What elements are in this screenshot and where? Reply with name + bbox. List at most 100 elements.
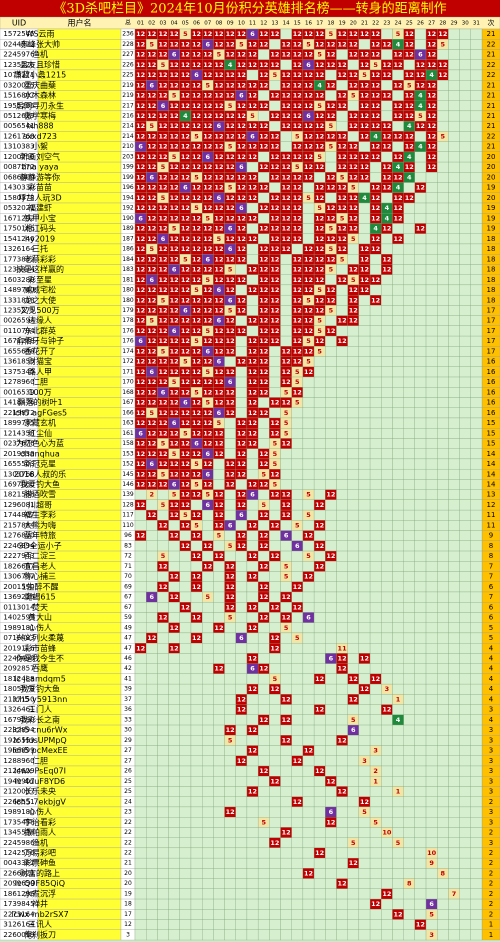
- day-cell: [157, 796, 169, 808]
- day-cell: [403, 499, 415, 511]
- day-cell: [459, 172, 471, 183]
- day-cell: [392, 407, 404, 419]
- day-cell: [168, 796, 180, 808]
- day-cell: [347, 540, 360, 552]
- day-score: 12: [214, 204, 223, 212]
- day-score: 12: [226, 112, 235, 120]
- day-cell: [448, 735, 460, 746]
- day-cell: [313, 714, 326, 726]
- day-score: 12: [293, 255, 302, 263]
- day-score: 5: [161, 440, 166, 448]
- day-cell: [291, 724, 304, 736]
- day-cell: [448, 571, 460, 582]
- day-cell: [414, 837, 427, 849]
- day-cell: [134, 909, 147, 920]
- day-cell: [269, 80, 281, 91]
- day-cell: [470, 254, 483, 265]
- day-cell: [369, 643, 382, 654]
- day-score: 5: [329, 245, 334, 253]
- day-score: 12: [270, 276, 279, 284]
- day-cell: [134, 765, 147, 777]
- day-score: 12: [315, 306, 324, 314]
- day-cell: [269, 796, 281, 808]
- user-name: 百二淀三: [24, 551, 56, 561]
- day-cell: [459, 233, 471, 245]
- day-cell: [392, 704, 404, 715]
- day-score: 12: [192, 235, 201, 243]
- day-cell: [336, 909, 348, 920]
- day-cell: [190, 806, 203, 818]
- day-cell: [302, 663, 315, 675]
- day-score: 12: [226, 347, 235, 355]
- day-cell: [257, 489, 270, 501]
- day-cell: [336, 120, 348, 132]
- day-score: 12: [181, 521, 190, 529]
- day-cell: [179, 694, 192, 705]
- day-cell: [437, 520, 449, 531]
- day-cell: [414, 898, 427, 910]
- day-cell: [425, 468, 438, 480]
- score: 69: [124, 583, 132, 590]
- day-cell: [269, 346, 281, 357]
- count: 17: [487, 327, 496, 335]
- day-cell: [134, 704, 147, 715]
- day-cell: [425, 294, 438, 306]
- day-cell: [224, 776, 236, 787]
- day-cell: [325, 694, 337, 705]
- day-score: 6: [250, 491, 255, 499]
- day-cell: [336, 489, 348, 501]
- day-cell: [347, 458, 360, 470]
- day-score: 12: [237, 419, 246, 427]
- user-name: 100万: [28, 388, 51, 397]
- day-cell: [246, 796, 259, 808]
- day-cell: [190, 817, 203, 828]
- day-score: 12: [371, 900, 380, 908]
- day-cell: [414, 643, 427, 654]
- score: 128: [122, 501, 134, 508]
- day-cell: [213, 755, 225, 767]
- day-score: 12: [170, 214, 179, 222]
- day-cell: [392, 755, 404, 767]
- day-cell: [392, 796, 404, 808]
- user-name: 东北群英: [24, 325, 56, 335]
- day-score: 12: [282, 204, 291, 212]
- day-cell: [358, 479, 371, 490]
- day-score: 12: [237, 306, 246, 314]
- day-cell: [336, 612, 348, 623]
- day-cell: [459, 315, 471, 326]
- day-score: 12: [270, 296, 279, 304]
- day-cell: [403, 305, 415, 316]
- day-score: 12: [259, 614, 268, 622]
- score: 216: [122, 113, 134, 120]
- day-cell: [224, 817, 236, 828]
- score: 24: [124, 798, 132, 805]
- day-cell: [369, 325, 382, 337]
- score: 181: [122, 276, 134, 283]
- day-score: 12: [136, 61, 145, 69]
- day-cell: [425, 632, 438, 644]
- day-cell: [437, 581, 449, 593]
- day-score: 12: [427, 40, 436, 48]
- day-score: 5: [161, 470, 166, 478]
- day-score: 12: [192, 511, 201, 519]
- day-score: 12: [136, 92, 145, 100]
- day-cell: [437, 397, 449, 408]
- day-score: 12: [282, 122, 291, 130]
- day-cell: [381, 612, 393, 623]
- day-cell: [381, 458, 393, 470]
- day-score: 5: [429, 910, 434, 918]
- day-score: 12: [382, 122, 391, 130]
- user-name: 红尘仙: [28, 428, 52, 438]
- day-score: 12: [405, 71, 414, 79]
- score: 192: [122, 205, 134, 212]
- day-cell: [179, 581, 192, 593]
- day-cell: [358, 919, 371, 930]
- day-score: 12: [293, 757, 302, 765]
- day-cell: [347, 530, 360, 541]
- header-day: 04: [171, 21, 178, 27]
- day-score: 5: [295, 378, 300, 386]
- day-score: 12: [282, 153, 291, 161]
- day-cell: [358, 878, 371, 889]
- day-cell: [313, 776, 326, 787]
- day-score: 5: [161, 61, 166, 69]
